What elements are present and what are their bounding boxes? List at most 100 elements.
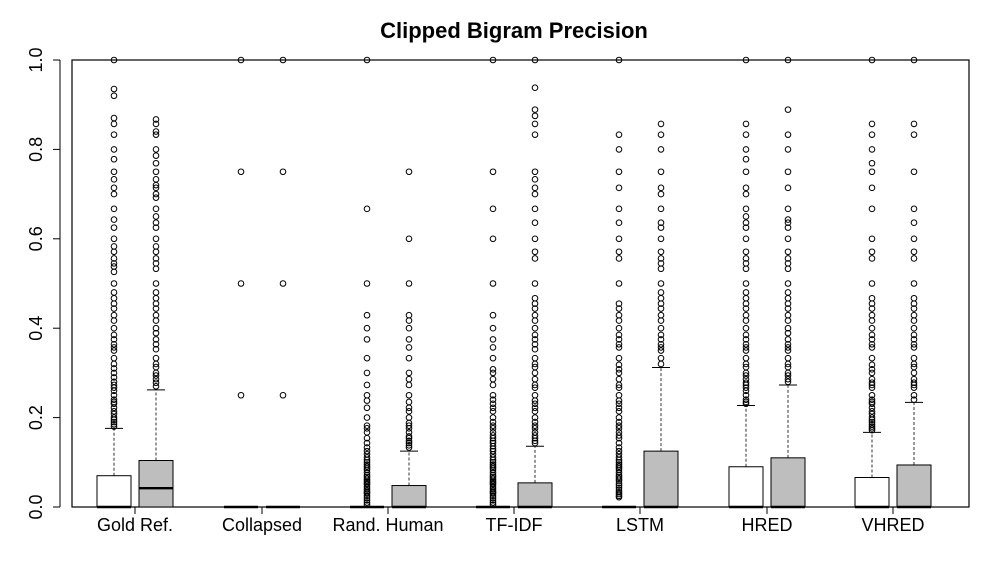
outlier-point (405, 422, 413, 429)
outlier-point (531, 418, 539, 426)
outlier-point (868, 340, 876, 348)
outlier-point (784, 184, 792, 192)
outlier-point (531, 205, 539, 213)
outlier-point (363, 447, 371, 455)
outlier-point (742, 131, 750, 138)
outlier-point (531, 219, 539, 227)
outlier-point (237, 280, 245, 287)
outlier-point (615, 493, 623, 501)
outlier-point (489, 354, 497, 362)
outlier-point (363, 456, 371, 464)
iqr-box (517, 482, 553, 508)
outlier-point (110, 344, 118, 351)
outlier-point (868, 120, 876, 128)
outlier-point (531, 331, 539, 339)
outlier-point (742, 396, 750, 404)
group-collapsed (224, 56, 300, 509)
outlier-point (657, 190, 665, 198)
outlier-point (657, 311, 665, 319)
outlier-point (152, 205, 160, 213)
outlier-point (868, 396, 876, 404)
x-axis-labels: Gold Ref. Collapsed Rand. Human TF-IDF LSTM H… (97, 507, 925, 535)
outlier-point (742, 190, 750, 198)
outlier-point (868, 324, 876, 332)
outlier-point (742, 56, 750, 64)
outlier-point (363, 336, 371, 343)
outlier-point (110, 418, 118, 426)
y-tick-label: 1.0 (26, 47, 46, 72)
outlier-point (615, 340, 623, 348)
outlier-point (110, 347, 118, 354)
outlier-point (910, 384, 918, 391)
outlier-point (910, 168, 918, 176)
outlier-point (405, 344, 413, 351)
outlier-point (742, 219, 750, 227)
outlier-point (152, 289, 160, 296)
outlier-point (110, 396, 118, 404)
outlier-point (152, 146, 160, 153)
outlier-point (615, 432, 623, 439)
outlier-point (868, 159, 876, 167)
outlier-point (784, 216, 792, 223)
outlier-point (742, 184, 750, 192)
outlier-point (784, 294, 792, 302)
x-tick-label: LSTM (616, 515, 664, 535)
outlier-point (742, 289, 750, 296)
x-tick-label: Collapsed (222, 515, 302, 535)
outlier-point (405, 280, 413, 287)
outlier-point (363, 454, 371, 461)
outlier-point (784, 354, 792, 362)
outlier-point (742, 248, 750, 256)
outlier-point (742, 235, 750, 243)
outlier-point (152, 159, 160, 167)
outlier-point (110, 280, 118, 287)
outlier-point (531, 336, 539, 343)
outlier-point (152, 235, 160, 243)
outlier-point (742, 340, 750, 348)
outlier-point (742, 205, 750, 213)
x-tick-label: Gold Ref. (97, 515, 173, 535)
outlier-point (868, 235, 876, 243)
outlier-point (531, 391, 539, 399)
outlier-point (237, 56, 245, 64)
outlier-point (615, 444, 623, 451)
outlier-point (531, 235, 539, 243)
outlier-point (152, 369, 160, 377)
outlier-point (657, 305, 665, 312)
outlier-point (615, 146, 623, 153)
outlier-point (152, 176, 160, 183)
outlier-point (531, 56, 539, 64)
outlier-point (152, 336, 160, 343)
outlier-point (363, 473, 371, 481)
x-tick-label: Rand. Human (332, 515, 443, 535)
outlier-point (152, 184, 160, 192)
outlier-point (405, 168, 413, 176)
outlier-point (784, 372, 792, 379)
y-tick-label: 0.2 (26, 405, 46, 430)
outlier-point (152, 152, 160, 159)
outlier-point (615, 475, 623, 483)
outlier-point (615, 456, 623, 464)
outlier-point (615, 464, 623, 472)
outlier-point (784, 248, 792, 256)
outlier-point (489, 442, 497, 450)
outlier-point (152, 131, 160, 138)
x-tick-label: TF-IDF (486, 515, 543, 535)
outlier-point (742, 391, 750, 399)
outlier-point (657, 360, 665, 368)
chart-title: Clipped Bigram Precision (380, 18, 648, 43)
outlier-point (152, 329, 160, 337)
outlier-point (868, 205, 876, 213)
outlier-point (784, 205, 792, 213)
outlier-point (152, 181, 160, 189)
group-gold-ref (96, 56, 174, 509)
outlier-point (657, 248, 665, 256)
iqr-box (138, 460, 174, 508)
outlier-point (152, 340, 160, 348)
outlier-point (615, 414, 623, 421)
outlier-point (784, 344, 792, 351)
outlier-point (110, 416, 118, 424)
outlier-point (910, 360, 918, 368)
iqr-box (728, 466, 764, 508)
outlier-point (531, 120, 539, 128)
